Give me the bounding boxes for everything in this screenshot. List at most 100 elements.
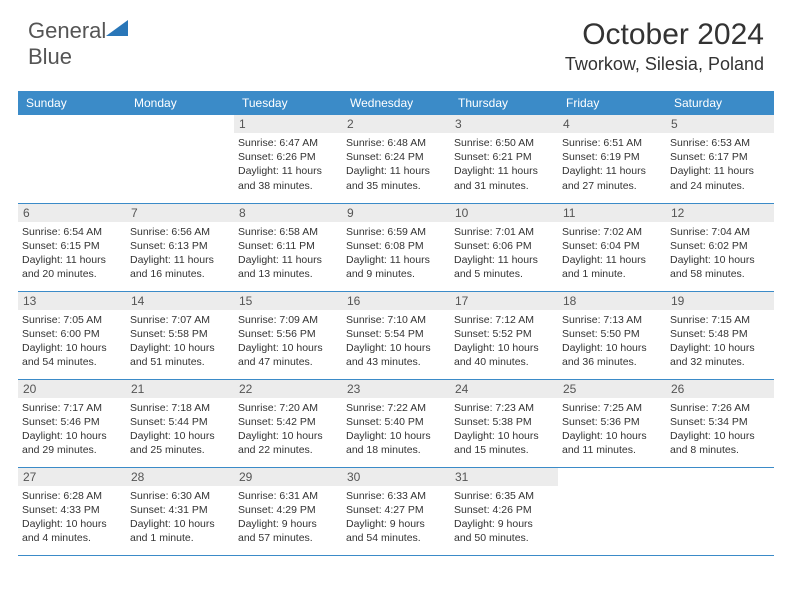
daylight-text: and 22 minutes.: [238, 443, 338, 457]
calendar-day-cell: 12Sunrise: 7:04 AMSunset: 6:02 PMDayligh…: [666, 203, 774, 291]
daylight-text: Daylight: 10 hours: [130, 517, 230, 531]
sunset-text: Sunset: 5:34 PM: [670, 415, 770, 429]
daylight-text: and 5 minutes.: [454, 267, 554, 281]
daylight-text: Daylight: 10 hours: [346, 429, 446, 443]
calendar-day-cell: 15Sunrise: 7:09 AMSunset: 5:56 PMDayligh…: [234, 291, 342, 379]
daylight-text: Daylight: 11 hours: [130, 253, 230, 267]
daylight-text: Daylight: 10 hours: [238, 429, 338, 443]
day-number: 25: [558, 380, 666, 398]
sunrise-text: Sunrise: 6:33 AM: [346, 489, 446, 503]
daylight-text: and 15 minutes.: [454, 443, 554, 457]
daylight-text: and 51 minutes.: [130, 355, 230, 369]
calendar-day-cell: 25Sunrise: 7:25 AMSunset: 5:36 PMDayligh…: [558, 379, 666, 467]
weekday-header: Tuesday: [234, 91, 342, 115]
calendar-empty-cell: [126, 115, 234, 203]
weekday-header: Monday: [126, 91, 234, 115]
daylight-text: and 40 minutes.: [454, 355, 554, 369]
day-number: 5: [666, 115, 774, 133]
calendar-day-cell: 14Sunrise: 7:07 AMSunset: 5:58 PMDayligh…: [126, 291, 234, 379]
weekday-header: Sunday: [18, 91, 126, 115]
daylight-text: Daylight: 10 hours: [562, 341, 662, 355]
day-number: 30: [342, 468, 450, 486]
day-number: 23: [342, 380, 450, 398]
sunset-text: Sunset: 4:27 PM: [346, 503, 446, 517]
sunrise-text: Sunrise: 7:20 AM: [238, 401, 338, 415]
calendar-day-cell: 10Sunrise: 7:01 AMSunset: 6:06 PMDayligh…: [450, 203, 558, 291]
calendar-day-cell: 28Sunrise: 6:30 AMSunset: 4:31 PMDayligh…: [126, 467, 234, 555]
calendar-week-row: 1Sunrise: 6:47 AMSunset: 6:26 PMDaylight…: [18, 115, 774, 203]
daylight-text: Daylight: 10 hours: [670, 341, 770, 355]
daylight-text: Daylight: 10 hours: [346, 341, 446, 355]
calendar-day-cell: 5Sunrise: 6:53 AMSunset: 6:17 PMDaylight…: [666, 115, 774, 203]
sunrise-text: Sunrise: 6:28 AM: [22, 489, 122, 503]
sunrise-text: Sunrise: 7:05 AM: [22, 313, 122, 327]
daylight-text: and 11 minutes.: [562, 443, 662, 457]
sunrise-text: Sunrise: 7:17 AM: [22, 401, 122, 415]
day-number: 14: [126, 292, 234, 310]
sunrise-text: Sunrise: 7:26 AM: [670, 401, 770, 415]
sunrise-text: Sunrise: 6:51 AM: [562, 136, 662, 150]
sunrise-text: Sunrise: 7:15 AM: [670, 313, 770, 327]
daylight-text: and 1 minute.: [130, 531, 230, 545]
sunrise-text: Sunrise: 7:23 AM: [454, 401, 554, 415]
daylight-text: Daylight: 11 hours: [454, 164, 554, 178]
day-number: 19: [666, 292, 774, 310]
day-number: 16: [342, 292, 450, 310]
day-number: 26: [666, 380, 774, 398]
day-number: 9: [342, 204, 450, 222]
day-number: 18: [558, 292, 666, 310]
sunrise-text: Sunrise: 7:09 AM: [238, 313, 338, 327]
calendar-day-cell: 3Sunrise: 6:50 AMSunset: 6:21 PMDaylight…: [450, 115, 558, 203]
day-number: 2: [342, 115, 450, 133]
daylight-text: and 13 minutes.: [238, 267, 338, 281]
daylight-text: and 32 minutes.: [670, 355, 770, 369]
daylight-text: Daylight: 11 hours: [454, 253, 554, 267]
daylight-text: Daylight: 11 hours: [562, 164, 662, 178]
sunrise-text: Sunrise: 7:13 AM: [562, 313, 662, 327]
calendar-day-cell: 20Sunrise: 7:17 AMSunset: 5:46 PMDayligh…: [18, 379, 126, 467]
weekday-header: Wednesday: [342, 91, 450, 115]
day-number: 3: [450, 115, 558, 133]
sunrise-text: Sunrise: 6:47 AM: [238, 136, 338, 150]
sunset-text: Sunset: 6:21 PM: [454, 150, 554, 164]
daylight-text: Daylight: 11 hours: [346, 164, 446, 178]
daylight-text: Daylight: 9 hours: [346, 517, 446, 531]
calendar-empty-cell: [558, 467, 666, 555]
calendar-day-cell: 26 Sunrise: 7:26 AMSunset: 5:34 PMDayligh…: [666, 379, 774, 467]
calendar-week-row: 20Sunrise: 7:17 AMSunset: 5:46 PMDayligh…: [18, 379, 774, 467]
daylight-text: Daylight: 10 hours: [22, 341, 122, 355]
sunset-text: Sunset: 6:24 PM: [346, 150, 446, 164]
day-number: 11: [558, 204, 666, 222]
sunset-text: Sunset: 6:04 PM: [562, 239, 662, 253]
daylight-text: Daylight: 10 hours: [670, 253, 770, 267]
day-number: 8: [234, 204, 342, 222]
daylight-text: Daylight: 10 hours: [670, 429, 770, 443]
calendar-week-row: 27Sunrise: 6:28 AMSunset: 4:33 PMDayligh…: [18, 467, 774, 555]
sunrise-text: Sunrise: 6:56 AM: [130, 225, 230, 239]
sunrise-text: Sunrise: 7:01 AM: [454, 225, 554, 239]
day-number: 31: [450, 468, 558, 486]
daylight-text: and 57 minutes.: [238, 531, 338, 545]
day-number: 13: [18, 292, 126, 310]
sunrise-text: Sunrise: 7:04 AM: [670, 225, 770, 239]
title-block: October 2024 Tworkow, Silesia, Poland: [565, 18, 764, 75]
weekday-header: Friday: [558, 91, 666, 115]
daylight-text: Daylight: 10 hours: [22, 517, 122, 531]
day-number: 10: [450, 204, 558, 222]
day-number: 29: [234, 468, 342, 486]
calendar-day-cell: 21Sunrise: 7:18 AMSunset: 5:44 PMDayligh…: [126, 379, 234, 467]
logo: General Blue: [28, 18, 128, 70]
daylight-text: and 20 minutes.: [22, 267, 122, 281]
calendar-day-cell: 31Sunrise: 6:35 AMSunset: 4:26 PMDayligh…: [450, 467, 558, 555]
sunset-text: Sunset: 5:50 PM: [562, 327, 662, 341]
daylight-text: Daylight: 10 hours: [454, 341, 554, 355]
calendar-empty-cell: [666, 467, 774, 555]
day-number: 15: [234, 292, 342, 310]
sunset-text: Sunset: 5:56 PM: [238, 327, 338, 341]
sunset-text: Sunset: 4:26 PM: [454, 503, 554, 517]
daylight-text: and 18 minutes.: [346, 443, 446, 457]
calendar-day-cell: 7Sunrise: 6:56 AMSunset: 6:13 PMDaylight…: [126, 203, 234, 291]
sunrise-text: Sunrise: 6:35 AM: [454, 489, 554, 503]
sunset-text: Sunset: 6:00 PM: [22, 327, 122, 341]
sunset-text: Sunset: 6:15 PM: [22, 239, 122, 253]
